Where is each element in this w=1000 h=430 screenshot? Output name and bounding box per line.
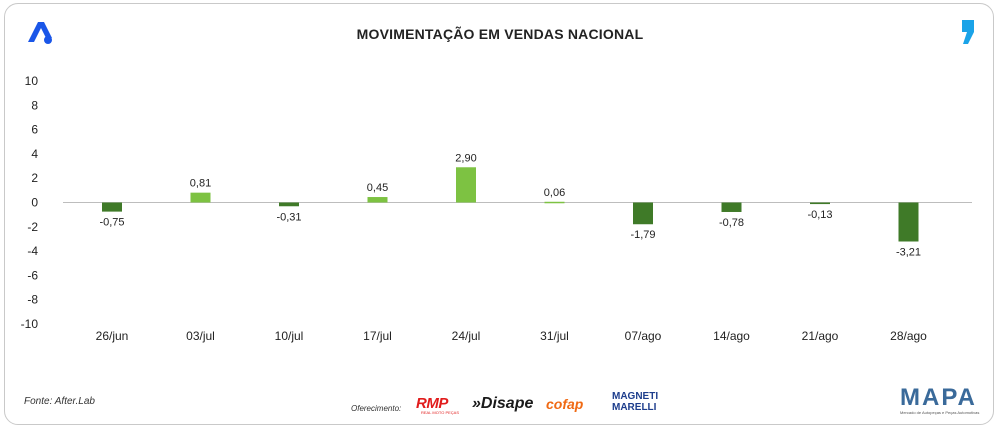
x-tick-label: 03/jul xyxy=(186,329,215,343)
y-tick-label: 6 xyxy=(31,123,38,137)
x-tick-label: 26/jun xyxy=(96,329,129,343)
bar xyxy=(633,202,653,225)
magneti-line1: MAGNETI xyxy=(612,391,659,402)
data-label: 0,81 xyxy=(190,178,211,190)
data-label: -0,78 xyxy=(719,217,744,229)
bar xyxy=(102,202,122,212)
data-label: -3,21 xyxy=(896,247,921,259)
y-tick-label: -4 xyxy=(27,244,38,258)
y-tick-label: -6 xyxy=(27,268,38,282)
y-tick-label: -2 xyxy=(27,220,38,234)
data-label: -0,13 xyxy=(807,209,832,221)
x-tick-label: 31/jul xyxy=(540,329,569,343)
chart-card xyxy=(4,3,994,425)
y-tick-label: 8 xyxy=(31,98,38,112)
magneti-line2: MARELLI xyxy=(612,402,657,413)
x-tick-label: 17/jul xyxy=(363,329,392,343)
bar xyxy=(456,167,476,203)
data-label: -0,75 xyxy=(99,217,124,229)
y-tick-label: 2 xyxy=(31,171,38,185)
x-tick-label: 07/ago xyxy=(625,329,662,343)
bar xyxy=(544,201,565,204)
comma-logo-icon xyxy=(962,20,974,44)
data-label: 0,45 xyxy=(367,182,388,194)
bar xyxy=(721,202,742,212)
bar xyxy=(810,202,830,205)
bar xyxy=(279,202,299,207)
disape-logo: »Disape xyxy=(472,395,534,412)
data-label: -0,31 xyxy=(276,211,301,223)
x-tick-label: 21/ago xyxy=(802,329,839,343)
rmp-logo-subtitle: REAL MOTO PEÇAS xyxy=(421,410,460,415)
x-tick-label: 10/jul xyxy=(275,329,304,343)
y-tick-label: 0 xyxy=(31,196,38,210)
x-tick-label: 28/ago xyxy=(890,329,927,343)
y-tick-label: 4 xyxy=(31,147,38,161)
y-tick-label: -8 xyxy=(27,293,38,307)
y-tick-label: -10 xyxy=(21,317,39,331)
bar xyxy=(898,202,919,242)
data-label: 0,06 xyxy=(544,187,565,199)
x-tick-label: 14/ago xyxy=(713,329,750,343)
mapa-logo-subtitle: Mercado de Autopeças e Peças Automotivas xyxy=(900,410,980,415)
rmp-logo: RMP xyxy=(416,395,448,412)
data-label: -1,79 xyxy=(630,229,655,241)
bar xyxy=(367,197,388,203)
a-logo-icon xyxy=(28,22,52,44)
sponsor-label: Oferecimento: xyxy=(351,404,402,413)
x-tick-label: 24/jul xyxy=(452,329,481,343)
data-label: 2,90 xyxy=(455,152,476,164)
bar xyxy=(190,192,211,203)
source-note: Fonte: After.Lab xyxy=(24,396,95,407)
magneti-marelli-logo: MAGNETI MARELLI xyxy=(612,391,658,413)
mapa-logo: MAPA xyxy=(900,384,977,411)
cofap-logo: cofap xyxy=(546,396,584,412)
y-tick-label: 10 xyxy=(25,74,39,88)
chart-title: MOVIMENTAÇÃO EM VENDAS NACIONAL xyxy=(356,26,644,42)
